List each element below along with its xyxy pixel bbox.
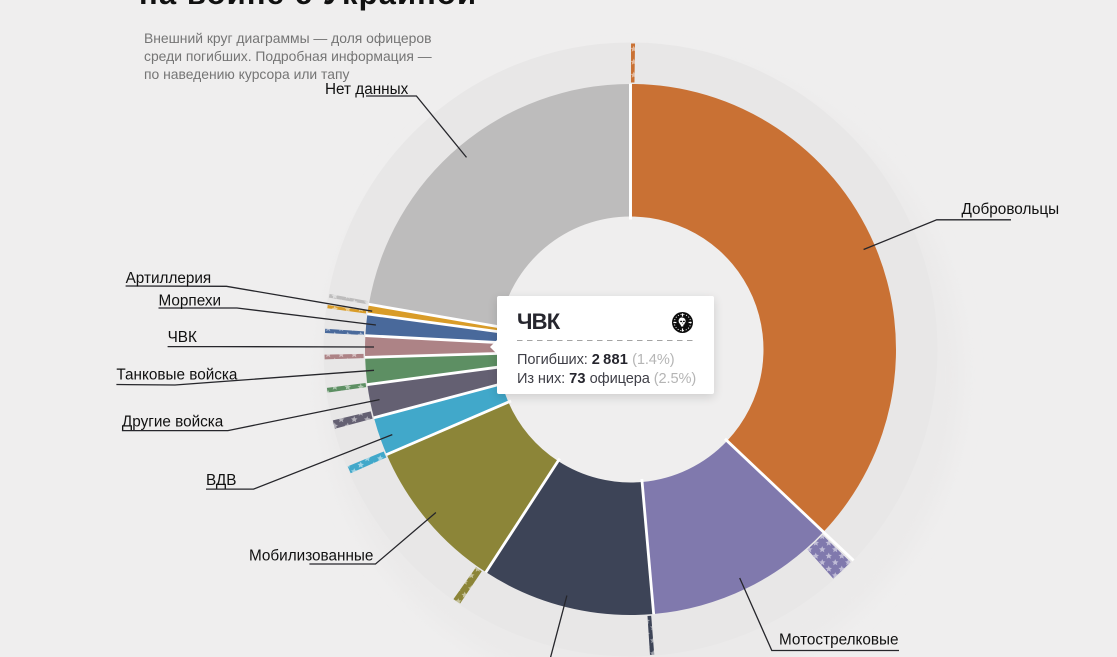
svg-text:Мобилизованные: Мобилизованные	[249, 548, 373, 565]
svg-text:Другие войска: Другие войска	[122, 414, 224, 431]
svg-text:Мотострелковые: Мотострелковые	[779, 632, 899, 649]
svg-text:Морпехи: Морпехи	[159, 293, 222, 310]
svg-text:Артиллерия: Артиллерия	[126, 270, 212, 287]
svg-text:Добровольцы: Добровольцы	[962, 201, 1060, 218]
svg-text:ВДВ: ВДВ	[206, 472, 236, 489]
svg-text:Нет данных: Нет данных	[325, 81, 409, 98]
svg-text:ЧВК: ЧВК	[168, 329, 197, 346]
svg-text:Танковые войска: Танковые войска	[116, 367, 238, 384]
